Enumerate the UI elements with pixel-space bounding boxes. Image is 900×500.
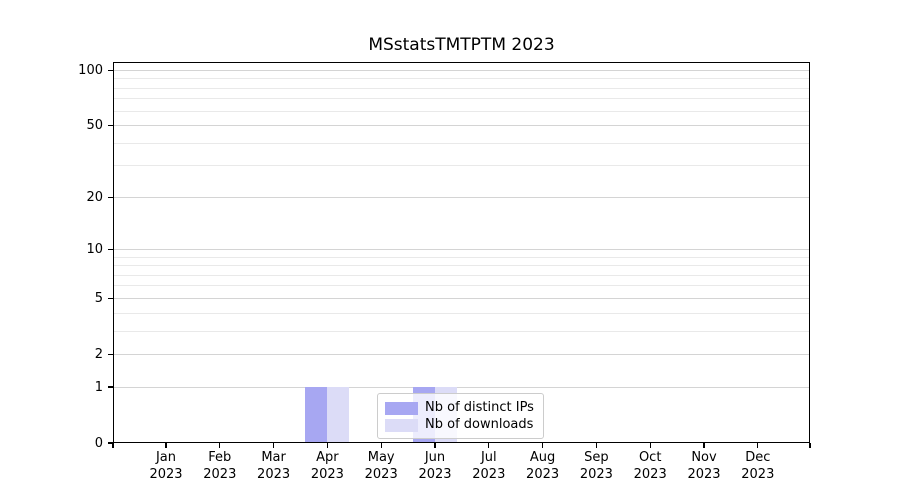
bar-distinct-ips-apr-2023 [305, 387, 328, 443]
x-tick-mark [273, 443, 275, 448]
y-minor-gridline [114, 265, 809, 267]
y-minor-gridline [114, 87, 809, 89]
y-tick-mark [108, 125, 113, 127]
y-minor-gridline [114, 78, 809, 80]
y-major-gridline [114, 386, 809, 388]
x-tick-mark [649, 443, 651, 448]
y-tick-label: 50 [86, 118, 103, 134]
x-tick-mark [488, 443, 490, 448]
legend-label-downloads: Nb of downloads [425, 417, 534, 432]
y-tick-mark [108, 353, 113, 355]
y-minor-gridline [114, 142, 809, 144]
y-minor-gridline [114, 98, 809, 100]
legend-entry-distinct-ips: Nb of distinct IPs [385, 401, 535, 415]
legend-swatch-downloads [385, 418, 418, 432]
x-tick-label: May 2023 [364, 450, 398, 482]
x-tick-label: Aug 2023 [526, 450, 560, 482]
x-tick-mark [595, 443, 597, 448]
y-major-gridline [114, 125, 809, 127]
chart-title: MSstatsTMTPTM 2023 [368, 35, 555, 55]
y-tick-label: 20 [86, 189, 103, 205]
x-tick-label: Mar 2023 [257, 450, 291, 482]
legend-label-distinct-ips: Nb of distinct IPs [425, 400, 534, 415]
x-tick-mark-right-edge [809, 443, 811, 448]
y-tick-mark [108, 248, 113, 251]
x-tick-mark [380, 443, 382, 448]
x-tick-label: Feb 2023 [203, 450, 237, 482]
y-minor-gridline [114, 110, 809, 112]
y-tick-mark [108, 442, 113, 444]
legend: Nb of distinct IPs Nb of downloads [377, 393, 544, 439]
y-minor-gridline [114, 256, 809, 258]
x-tick-mark [703, 443, 705, 448]
x-tick-label: Jul 2023 [472, 450, 506, 482]
y-minor-gridline [114, 312, 809, 314]
x-tick-label: Jun 2023 [418, 450, 452, 482]
y-tick-label: 5 [94, 290, 103, 306]
legend-swatch-distinct-ips [385, 401, 418, 415]
x-tick-label: Oct 2023 [633, 450, 667, 482]
y-major-gridline [114, 248, 809, 250]
bar-downloads-apr-2023 [327, 387, 350, 443]
x-tick-mark [434, 443, 436, 448]
y-tick-mark [108, 69, 113, 72]
x-tick-label: Nov 2023 [687, 450, 721, 482]
y-major-gridline [114, 70, 809, 71]
x-tick-label: Dec 2023 [741, 450, 775, 482]
x-tick-label: Jan 2023 [149, 450, 183, 482]
x-tick-mark [757, 443, 759, 448]
x-tick-mark-left-edge [112, 443, 114, 448]
y-minor-gridline [114, 285, 809, 287]
y-minor-gridline [114, 274, 809, 276]
y-tick-label: 1 [94, 379, 103, 395]
y-tick-label: 2 [94, 346, 103, 362]
x-tick-mark [219, 443, 221, 448]
y-tick-label: 0 [94, 435, 103, 451]
legend-entry-downloads: Nb of downloads [385, 418, 535, 432]
y-tick-label: 10 [86, 241, 103, 257]
x-tick-mark [326, 443, 328, 448]
y-minor-gridline [114, 330, 809, 332]
x-tick-label: Apr 2023 [310, 450, 344, 482]
y-major-gridline [114, 297, 809, 299]
x-tick-label: Sep 2023 [579, 450, 613, 482]
y-tick-label: 100 [78, 63, 103, 78]
x-tick-mark [165, 443, 167, 448]
y-major-gridline [114, 196, 809, 198]
x-tick-mark [542, 443, 544, 448]
y-tick-mark [108, 196, 113, 198]
y-major-gridline [114, 353, 809, 355]
y-tick-mark [108, 297, 113, 299]
y-tick-mark [108, 386, 113, 388]
y-minor-gridline [114, 165, 809, 167]
